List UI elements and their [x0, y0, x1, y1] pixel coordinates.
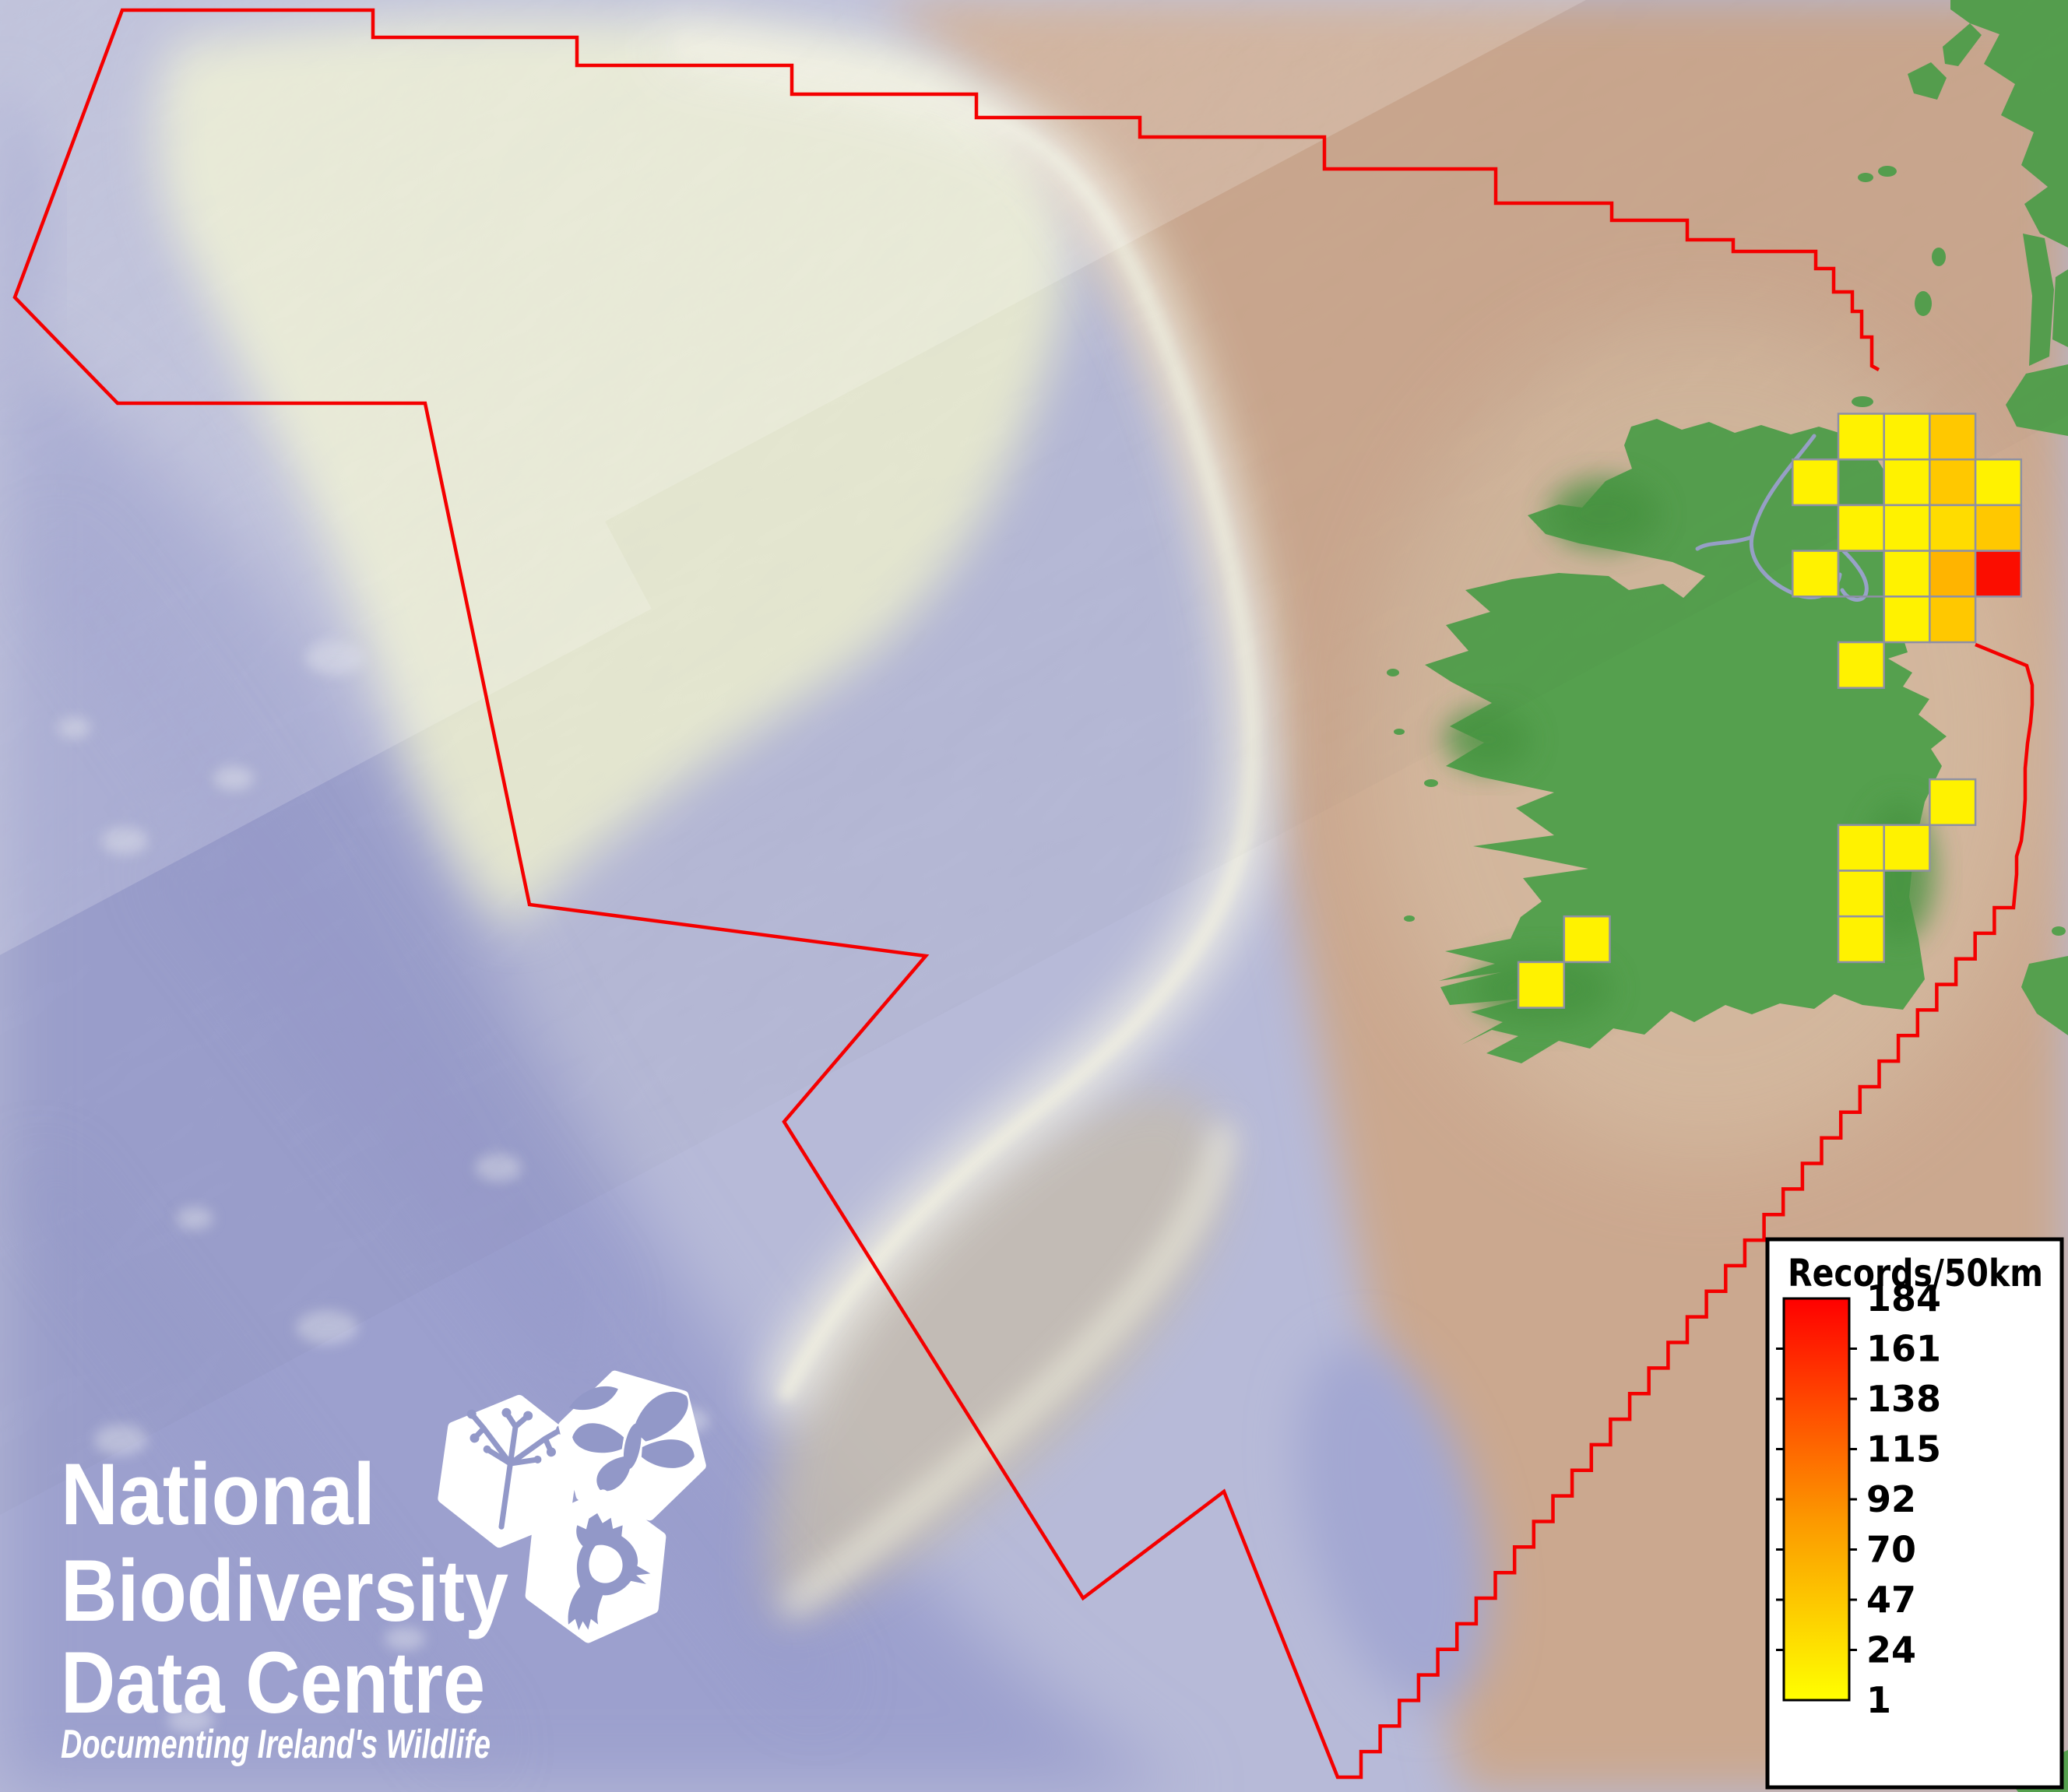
grid-cell [1975, 551, 2021, 597]
legend-colorbar [1784, 1298, 1849, 1700]
grid-cell [1929, 779, 1975, 825]
grid-cell [1792, 459, 1838, 505]
grid-cell [1838, 505, 1884, 551]
grid-cell [1929, 505, 1975, 551]
map-page: Records/50km 184 161 138 115 92 70 47 24 1 [0, 0, 2068, 1792]
legend-tick-label: 24 [1866, 1629, 1916, 1671]
bathymetry-map: Records/50km 184161138115927047241 [0, 0, 2068, 1792]
grid-cell [1518, 962, 1564, 1008]
legend-tick-label: 138 [1866, 1378, 1941, 1420]
grid-cell [1838, 825, 1884, 871]
grid-cell [1929, 596, 1975, 642]
grid-cell [1838, 414, 1884, 460]
legend-tick-label: 184 [1866, 1277, 1941, 1319]
logo-line-biodiversity: Biodiversity [61, 1542, 508, 1639]
grid-cell [1884, 596, 1930, 642]
legend: Records/50km 184161138115927047241 [1767, 1239, 2062, 1787]
grid-cell [1884, 825, 1930, 871]
grid-cell [1564, 916, 1610, 962]
legend-tick-label: 1 [1866, 1679, 1891, 1721]
legend-tick-label: 47 [1866, 1579, 1916, 1621]
grid-cell [1884, 551, 1930, 597]
grid-cell [1975, 459, 2021, 505]
logo-line-national: National [61, 1446, 375, 1543]
grid-cell [1884, 459, 1930, 505]
grid-cell [1975, 505, 2021, 551]
legend-tick-label: 115 [1866, 1428, 1941, 1470]
grid-cell [1929, 551, 1975, 597]
grid-cell [1884, 505, 1930, 551]
grid-cell [1838, 642, 1884, 688]
legend-tick-label: 92 [1866, 1478, 1916, 1520]
legend-tick-label: 70 [1866, 1529, 1916, 1571]
grid-cell [1838, 871, 1884, 917]
logo-line-datacentre: Data Centre [61, 1634, 485, 1731]
grid-cell [1838, 916, 1884, 962]
grid-cell [1929, 414, 1975, 460]
grid-cell [1792, 551, 1838, 597]
logo-tagline: Documenting Ireland's Wildlife [61, 1722, 491, 1767]
legend-tick-label: 161 [1866, 1328, 1941, 1370]
grid-cell [1929, 459, 1975, 505]
grid-cell [1884, 414, 1930, 460]
